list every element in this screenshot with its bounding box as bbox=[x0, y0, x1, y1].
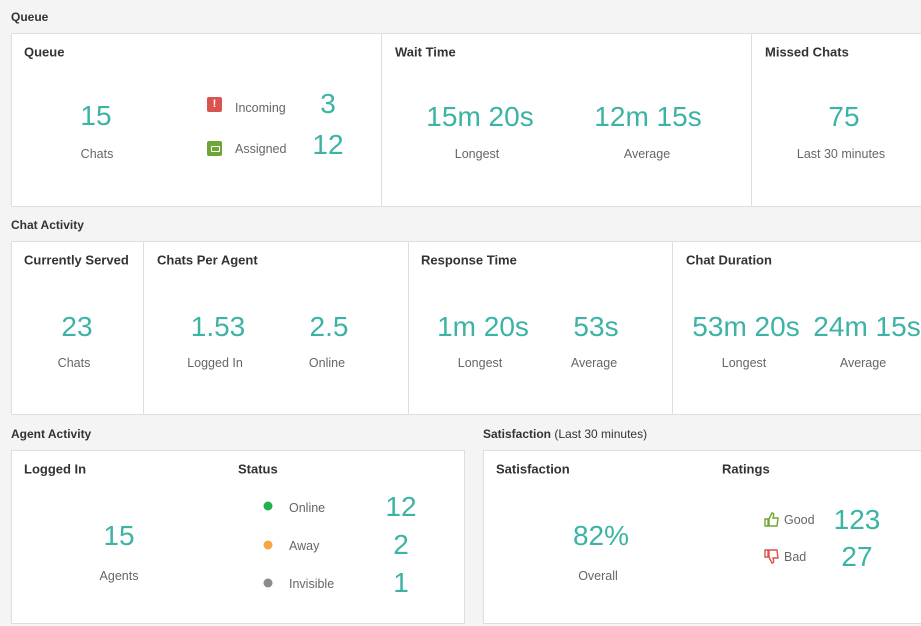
metric-label: Chats bbox=[80, 147, 114, 161]
card bbox=[672, 241, 921, 415]
incoming-icon: ! bbox=[207, 97, 222, 112]
card-title: Missed Chats bbox=[765, 44, 849, 60]
card-title: Wait Time bbox=[395, 44, 456, 60]
metric-label: Last 30 minutes bbox=[796, 147, 886, 161]
metric-label: Away bbox=[289, 539, 320, 553]
card bbox=[143, 241, 409, 415]
metric-value: 15 bbox=[80, 100, 112, 131]
metric-value: 2.5 bbox=[309, 311, 349, 342]
card-title: Response Time bbox=[421, 252, 517, 268]
metric-label: Incoming bbox=[235, 101, 286, 115]
metric-value: 53s bbox=[573, 311, 619, 342]
card-title: Ratings bbox=[722, 461, 770, 477]
metric-label: Assigned bbox=[235, 142, 287, 156]
metric-value: 1m 20s bbox=[437, 311, 529, 342]
card bbox=[11, 450, 465, 624]
card bbox=[483, 450, 921, 624]
metric-value: 12 bbox=[312, 129, 344, 160]
metric-label: Longest bbox=[454, 147, 500, 161]
card-title: Chats Per Agent bbox=[157, 252, 258, 268]
section-heading: Queue bbox=[11, 10, 49, 24]
card bbox=[751, 33, 921, 207]
assigned-icon bbox=[207, 141, 222, 156]
metric-value: 1.53 bbox=[190, 311, 246, 342]
card bbox=[381, 33, 752, 207]
metric-value: 24m 15s bbox=[813, 311, 921, 342]
away-dot bbox=[263, 540, 273, 550]
heading-note: (Last 30 minutes) bbox=[554, 427, 648, 441]
card-title: Chat Duration bbox=[686, 252, 772, 268]
card bbox=[408, 241, 673, 415]
metric-value: 53m 20s bbox=[692, 311, 800, 342]
metric-label: Chats bbox=[57, 356, 91, 370]
metric-value: 23 bbox=[61, 311, 93, 342]
metric-value: 2 bbox=[393, 529, 409, 560]
section-heading: Chat Activity bbox=[11, 218, 84, 232]
metric-value: 12m 15s bbox=[594, 101, 702, 132]
section-heading: Satisfaction (Last 30 minutes) bbox=[483, 427, 647, 441]
card-title: Currently Served bbox=[24, 252, 129, 268]
metric-label: Longest bbox=[721, 356, 767, 370]
metric-label: Average bbox=[839, 356, 887, 370]
thumbs-up-icon bbox=[764, 512, 779, 527]
metric-value: 82% bbox=[572, 520, 630, 551]
metric-label: Overall bbox=[578, 569, 618, 583]
card-title: Queue bbox=[24, 44, 65, 60]
online-dot bbox=[263, 501, 273, 511]
metric-value: 3 bbox=[320, 88, 336, 119]
metric-label: Good bbox=[784, 513, 815, 527]
section-heading: Agent Activity bbox=[11, 427, 92, 441]
metric-value: 27 bbox=[841, 541, 873, 572]
metric-label: Agents bbox=[99, 569, 139, 583]
invisible-dot bbox=[263, 578, 273, 588]
metric-label: Invisible bbox=[289, 577, 335, 591]
card-title: Satisfaction bbox=[496, 461, 570, 477]
metric-value: 123 bbox=[833, 504, 881, 535]
metric-label: Logged In bbox=[187, 356, 243, 370]
card-title: Logged In bbox=[24, 461, 87, 477]
metric-value: 12 bbox=[385, 491, 417, 522]
thumbs-down-icon bbox=[764, 549, 779, 564]
metric-label: Average bbox=[570, 356, 618, 370]
metric-value: 15 bbox=[103, 520, 135, 551]
metric-label: Online bbox=[289, 501, 326, 515]
metric-label: Longest bbox=[457, 356, 503, 370]
card-title: Status bbox=[238, 461, 278, 477]
card bbox=[11, 241, 144, 415]
heading-text: Satisfaction bbox=[483, 427, 552, 441]
metric-label: Online bbox=[308, 356, 346, 370]
metric-value: 1 bbox=[393, 567, 409, 598]
card bbox=[11, 33, 382, 207]
metric-value: 15m 20s bbox=[426, 101, 534, 132]
metric-label: Average bbox=[623, 147, 671, 161]
metric-value: 75 bbox=[828, 101, 860, 132]
metric-label: Bad bbox=[784, 550, 807, 564]
